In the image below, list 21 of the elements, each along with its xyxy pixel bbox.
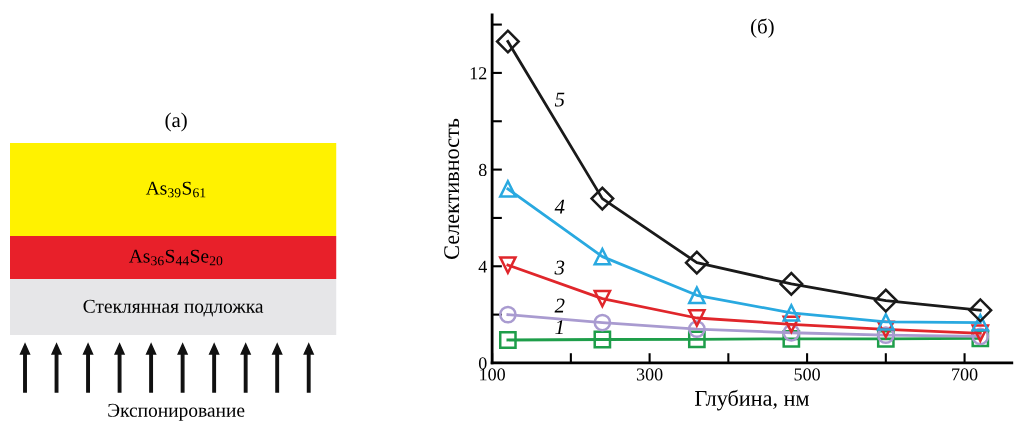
series-label: 3 (554, 260, 565, 275)
text: As$_{36}$S$_{44}$Se$_{20}$ (128, 249, 223, 266)
text: Экспонирование (108, 403, 245, 421)
x-tick-label: 700 (952, 368, 978, 381)
series-label: 4 (554, 199, 565, 214)
y-tick-label: 8 (478, 163, 487, 177)
text: (а) (165, 112, 187, 132)
x-axis-title: Глубина, нм (695, 389, 809, 411)
y-axis-title: Селективность (444, 118, 460, 259)
series-label: 5 (554, 92, 565, 107)
text: As$_{39}$S$_{61}$ (145, 181, 206, 198)
x-tick-label: 300 (636, 368, 663, 381)
series-label: 1 (555, 320, 563, 334)
y-tick-label: 4 (478, 260, 487, 273)
y-tick-label: 12 (470, 67, 487, 80)
x-tick-label: 100 (480, 368, 505, 381)
chart-title: (б) (751, 18, 774, 38)
series-label: 2 (554, 298, 565, 313)
x-tick-label: 500 (794, 368, 820, 381)
text: Стеклянная подложка (83, 299, 264, 317)
y-tick-label: 0 (478, 357, 487, 370)
